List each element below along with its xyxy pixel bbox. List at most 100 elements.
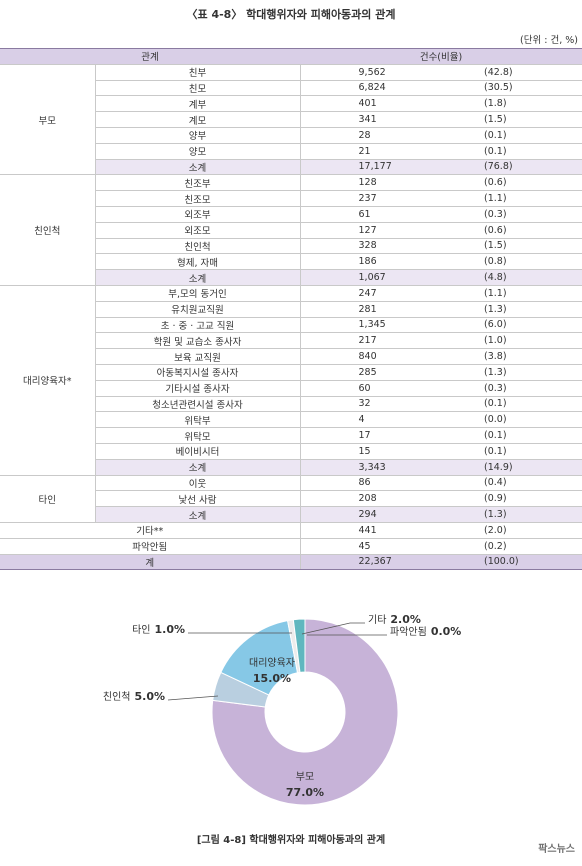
leader-line (301, 622, 365, 635)
table-row: 소계 17,177 (76.8) (0, 159, 582, 176)
relation-cell: 계부 (95, 95, 301, 113)
table-row: 청소년관련시설 종사자 32 (0.1) (0, 396, 582, 413)
table-row: 계모 341 (1.5) (0, 111, 582, 128)
ratio-cell: (0.6) (440, 222, 582, 239)
ratio-cell: (30.5) (440, 80, 582, 97)
count-cell: 247 (300, 285, 441, 302)
count-cell: 1,067 (300, 269, 441, 286)
slice-name: 부모 (296, 772, 314, 783)
count-cell: 401 (300, 95, 441, 113)
relation-cell: 아동복지시설 종사자 (95, 364, 301, 381)
count-cell: 60 (300, 380, 441, 397)
table-row: 소계 3,343 (14.9) (0, 459, 582, 476)
count-cell: 208 (300, 490, 441, 508)
count-cell: 21 (300, 143, 441, 160)
ratio-cell: (0.1) (440, 427, 582, 444)
slice-name: 파악안됨 (390, 626, 427, 638)
ratio-cell: (1.5) (440, 238, 582, 255)
ratio-cell: (0.4) (440, 475, 582, 492)
relation-cell: 부,모의 동거인 (95, 285, 301, 302)
table-row: 타인 이웃 86 (0.4) (0, 475, 582, 523)
count-cell: 22,367 (300, 554, 441, 571)
table-row: 아동복지시설 종사자 285 (1.3) (0, 364, 582, 381)
slice-name: 친인척 (103, 691, 131, 703)
table-row: 외조부 61 (0.3) (0, 206, 582, 223)
slice-value: 15.0% (253, 672, 291, 685)
relation-cell: 파악안됨 (0, 538, 301, 555)
count-cell: 217 (300, 332, 441, 350)
table-row: 친인척 친조부 128 (0.6) (0, 174, 582, 286)
relation-cell: 학원 및 교습소 종사자 (95, 332, 301, 350)
slice-label: 대리양육자 15.0% (249, 657, 295, 685)
relation-cell: 이웃 (95, 475, 301, 492)
unit-note: (단위 : 건, %) (520, 35, 578, 46)
count-cell: 32 (300, 396, 441, 413)
count-cell: 28 (300, 127, 441, 144)
count-cell: 128 (300, 174, 441, 192)
count-cell: 6,824 (300, 80, 441, 97)
relation-cell: 친조모 (95, 190, 301, 207)
relation-cell: 계모 (95, 111, 301, 128)
ratio-cell: (1.3) (440, 301, 582, 318)
ratio-cell: (0.1) (440, 396, 582, 413)
count-cell: 237 (300, 190, 441, 207)
table-row: 친모 6,824 (30.5) (0, 80, 582, 97)
total-row: 계 22,367 (100.0) (0, 554, 582, 571)
table-row: 위탁부 4 (0.0) (0, 411, 582, 429)
count-cell: 17 (300, 427, 441, 444)
ratio-cell: (4.8) (440, 269, 582, 286)
slice-label: 기타 2.0% (368, 613, 421, 626)
table-row: 기타** 441 (2.0) (0, 522, 582, 539)
table-row: 양부 28 (0.1) (0, 127, 582, 144)
count-cell: 285 (300, 364, 441, 381)
group-cell: 타인 (0, 475, 96, 523)
relation-cell: 베이비시터 (95, 443, 301, 460)
ratio-cell: (0.1) (440, 143, 582, 160)
group-cell: 친인척 (0, 174, 96, 286)
table-row: 베이비시터 15 (0.1) (0, 443, 582, 460)
slice-value: 0.0% (431, 625, 462, 638)
ratio-cell: (0.6) (440, 174, 582, 192)
slice-label: 타인 1.0% (132, 623, 185, 636)
relation-cell: 계 (0, 554, 301, 571)
relation-cell: 소계 (95, 159, 301, 176)
relation-cell: 유치원교직원 (95, 301, 301, 318)
ratio-cell: (1.1) (440, 285, 582, 302)
relation-cell: 기타시설 종사자 (95, 380, 301, 397)
count-cell: 127 (300, 222, 441, 239)
ratio-cell: (0.8) (440, 253, 582, 271)
table-row: 기타시설 종사자 60 (0.3) (0, 380, 582, 397)
table-row: 위탁모 17 (0.1) (0, 427, 582, 444)
slice-value: 2.0% (390, 613, 421, 626)
table-row: 보육 교직원 840 (3.8) (0, 348, 582, 365)
relation-cell: 소계 (95, 459, 301, 476)
slice-value: 77.0% (286, 786, 324, 799)
donut-chart: 부모 77.0% 친인척 5.0% 대리양육자 15.0% 타인 1.0% 기타 2.0%파악안됨… (103, 613, 575, 855)
count-cell: 328 (300, 238, 441, 255)
count-cell: 61 (300, 206, 441, 223)
count-cell: 186 (300, 253, 441, 271)
ratio-cell: (0.3) (440, 380, 582, 397)
relation-cell: 형제, 자매 (95, 253, 301, 271)
count-cell: 86 (300, 475, 441, 492)
ratio-cell: (1.3) (440, 364, 582, 381)
table-row: 외조모 127 (0.6) (0, 222, 582, 239)
table-row: 초 · 중 · 고교 직원 1,345 (6.0) (0, 317, 582, 334)
relation-cell: 낯선 사람 (95, 490, 301, 508)
header-row: 관계 건수(비율) (0, 48, 582, 65)
count-cell: 45 (300, 538, 441, 555)
table-row: 계부 401 (1.8) (0, 95, 582, 113)
count-cell: 4 (300, 411, 441, 429)
relation-cell: 양모 (95, 143, 301, 160)
slice-label: 부모 77.0% (286, 772, 324, 799)
ratio-cell: (100.0) (440, 554, 582, 571)
leader-line (167, 695, 219, 701)
group-cell: 대리양육자* (0, 285, 96, 476)
table-row: 소계 1,067 (4.8) (0, 269, 582, 286)
slice-label: 파악안됨 0.0% (390, 625, 461, 638)
relation-cell: 기타** (0, 522, 301, 539)
relation-cell: 위탁모 (95, 427, 301, 444)
count-cell: 9,562 (300, 64, 441, 81)
ratio-cell: (6.0) (440, 317, 582, 334)
slice-name: 기타 (368, 614, 386, 626)
